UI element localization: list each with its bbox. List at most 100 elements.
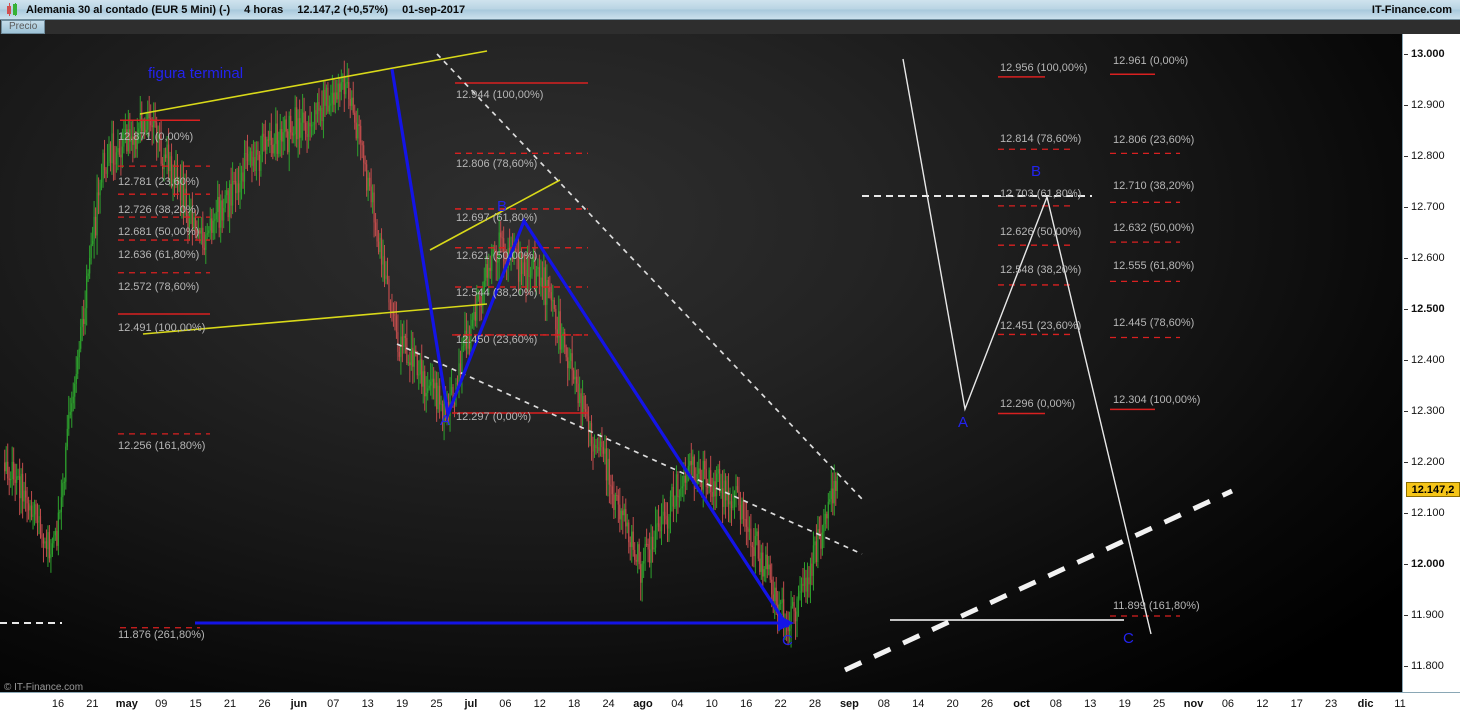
price-axis-tick: 12.200 [1403,455,1460,469]
candle-body [690,461,692,465]
chart-plot-area[interactable]: 12.871 (0,00%) 12.781 (23,60%) 12.726 (3… [0,34,1402,692]
candle-body [427,388,429,393]
candle-body [84,308,86,324]
candle-body [532,256,535,263]
candle-body [646,543,648,545]
candle-body [281,129,283,142]
candle-body [407,362,409,364]
candle-body [51,543,54,555]
candle-body [823,523,825,533]
candle-body [605,448,608,481]
candle-body [757,531,759,559]
candle-body [537,267,539,270]
candle-body [315,110,317,115]
candle-body [360,125,362,143]
candle-body [290,115,292,133]
candle-body [461,347,463,376]
price-axis[interactable]: 12.147,2 13.000 12.900 12.800 12.700 12.600 1… [1402,34,1460,692]
candle-body [316,101,319,115]
candle-body [787,623,789,632]
candle-body [829,499,831,502]
candle-body [763,569,765,577]
tab-precio[interactable]: Precio [1,20,46,34]
candle-body [413,350,415,367]
candle-body [69,411,71,416]
candle-body [287,131,289,153]
candle-body [608,458,610,485]
candle-body [264,136,266,151]
candle-body [485,264,487,281]
candle-body [570,353,572,362]
candle-body [707,486,709,488]
candle-body [257,149,259,155]
candle-body [500,232,502,238]
candle-body [593,445,596,452]
candle-body [319,107,322,112]
candle-body [380,237,383,265]
candle-body [24,490,27,498]
price-axis-tick: 13.000 [1403,47,1460,61]
candle-body [322,89,325,122]
price-axis-tick: 12.800 [1403,149,1460,163]
candle-body [44,541,46,544]
candle-body [371,192,374,203]
candle-body [558,311,560,338]
candle-body [520,251,523,275]
candle-body [626,522,628,527]
candle-body [57,512,59,546]
time-axis-tick: 12 [533,698,546,710]
candle-body [424,371,426,397]
candle-body [38,516,40,523]
candle-body [325,87,328,106]
candle-body [227,190,229,218]
candle-body [343,77,345,95]
candle-body [516,249,518,253]
time-axis-tick: 17 [1290,698,1303,710]
candle-body [674,506,676,508]
candle-body [269,130,271,141]
candlestick-icon [6,3,20,16]
candle-body [339,83,341,92]
candle-body [358,124,360,126]
candle-body [103,152,106,171]
candle-body [170,156,173,183]
candle-body [263,133,265,137]
candle-body [793,602,795,612]
candle-body [312,124,314,126]
candle-body [832,488,834,504]
candle-body [252,157,255,166]
candle-body [723,480,725,507]
candle-body [147,112,149,130]
candle-body [497,260,499,263]
candle-body [437,385,439,410]
candle-body [713,481,715,497]
candle-body [726,490,728,501]
candle-body [276,123,278,154]
candle-body [637,544,639,562]
candle-body [596,447,599,449]
timeframe-label: 4 horas [244,3,284,16]
candle-body [625,509,627,527]
candle-body [108,143,110,162]
candle-body [342,77,344,82]
candle-body [86,275,88,309]
candle-body [373,192,375,223]
candle-body [696,473,698,483]
candle-body [354,112,356,123]
candle-body [473,311,475,320]
candle-body [529,275,532,277]
candle-body [672,486,675,507]
candle-body [313,110,316,125]
candle-body [733,493,736,505]
time-axis[interactable]: 16 21 may 09 15 21 26 jun 07 13 19 25 jul 06 12 18 24 ago… [0,692,1460,720]
candle-body [19,476,21,499]
candle-body [80,326,82,349]
candle-body [340,81,342,92]
candle-body [337,83,339,100]
candle-body [809,563,812,585]
candle-body [456,382,459,384]
candle-body [93,216,95,241]
candle-body [421,359,423,387]
candle-body [123,132,125,147]
candle-body [30,505,33,517]
